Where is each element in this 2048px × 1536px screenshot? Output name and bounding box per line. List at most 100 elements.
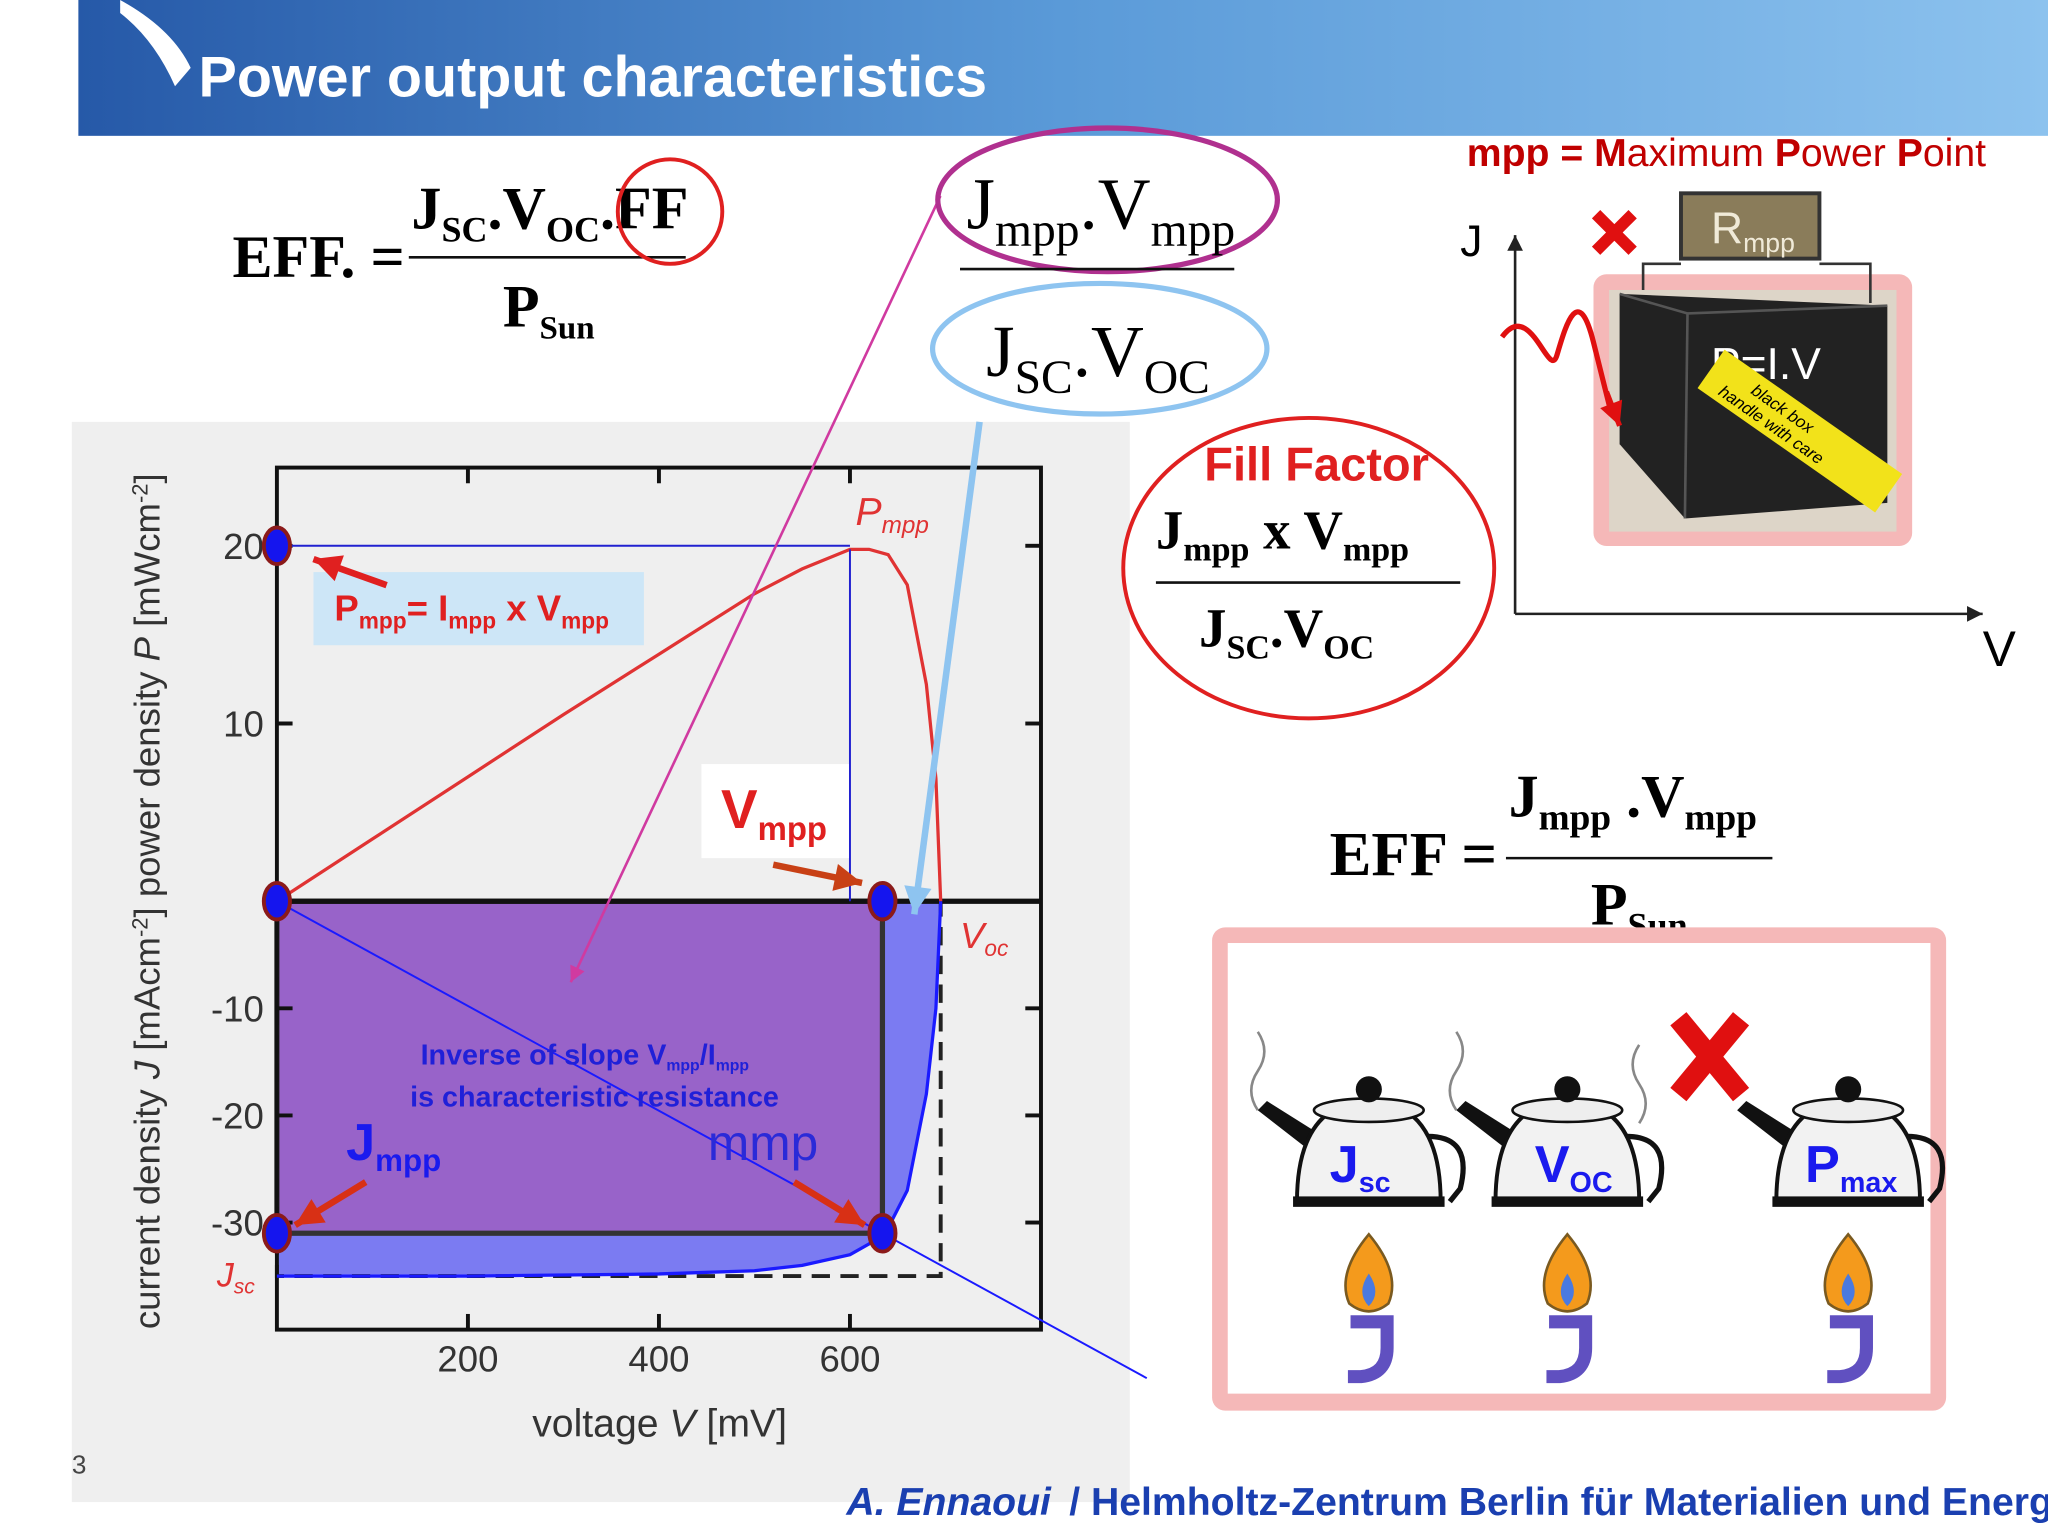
diagram-axis-head: [1967, 606, 1983, 622]
formula-denominator-sub: Sun: [540, 310, 595, 346]
kettle-base: [1772, 1196, 1924, 1207]
diagram-axis-label: V: [1983, 621, 2016, 677]
squiggle: [1499, 309, 1615, 416]
kettle-label-part: P: [1805, 1136, 1840, 1194]
kettle-label-sub: sc: [1359, 1167, 1391, 1199]
pmpp-label-part: P: [856, 491, 882, 534]
vmpp-label-sub: mpp: [758, 810, 827, 847]
wire: [1819, 262, 1872, 304]
blue-arrow: [911, 421, 983, 915]
y-axis-label: current density J [mAcm-2] power density…: [126, 473, 167, 1329]
formula-denominator: PSun: [503, 273, 595, 347]
definition-part: M: [1594, 132, 1627, 175]
mpp-marker: [867, 1212, 898, 1254]
jmpp-label: Jmpp: [346, 1114, 441, 1178]
ff-denominator-sub: OC: [1323, 629, 1374, 666]
header-bar: [78, 0, 2048, 136]
y-tick-label: 10: [223, 704, 264, 745]
red-cross: [1670, 1012, 1750, 1102]
kettle-knob: [1835, 1076, 1862, 1103]
slope-note-part: /I: [700, 1039, 716, 1071]
y-axis-label-part: current density: [126, 1079, 167, 1329]
header-swoosh: [120, 0, 191, 87]
kettle-base: [1293, 1196, 1445, 1207]
diagram-axis-head: [1507, 235, 1523, 251]
kettle-base: [1491, 1196, 1644, 1207]
pmpp-formula-sub: mpp: [561, 607, 609, 633]
ratio-numerator-sub: mpp: [995, 204, 1080, 256]
pmpp-formula-part: x V: [496, 587, 562, 628]
definition-part: aximum: [1627, 132, 1775, 175]
ratio-numerator-sub: mpp: [1151, 204, 1236, 256]
x-tick-label: 600: [819, 1338, 880, 1379]
resistor-label-part: R: [1711, 204, 1743, 253]
formula-lhs: EFF. =: [232, 223, 404, 290]
resistor: [1679, 191, 1822, 261]
definition-part: oint: [1923, 132, 1986, 175]
tape-strip: [1697, 349, 1903, 513]
slope-note-sub: mpp: [666, 1057, 699, 1074]
mpp-marker: [867, 880, 898, 922]
kettle-label-part: J: [1330, 1136, 1359, 1194]
flame-core: [1560, 1273, 1574, 1307]
pmpp-formula-part: P: [334, 587, 358, 628]
pmpp-label-sub: mpp: [882, 512, 929, 539]
slope-note: Inverse of slope Vmpp/Impp: [421, 1039, 749, 1074]
ratio-denominator: JSC.VOC: [986, 311, 1210, 404]
mpp-marker: [261, 880, 292, 922]
ratio-numerator-part: .V: [1080, 164, 1151, 245]
squiggle-arrow-head: [1600, 399, 1623, 426]
kettle-handle: [1427, 1133, 1466, 1204]
mpp-marker: [261, 525, 292, 567]
definition-part: ower: [1801, 132, 1897, 175]
x-axis-label-part: V: [669, 1403, 699, 1446]
kettle-knob: [1554, 1076, 1581, 1103]
formula-box: [313, 572, 644, 646]
y-axis-label-part: J: [126, 1060, 167, 1080]
y-axis-label-sup: -2: [127, 917, 152, 937]
red-arrow-head: [832, 863, 863, 891]
voc-label-part: V: [960, 915, 988, 956]
kettle-label: VOC: [1535, 1136, 1613, 1199]
x-tick-label: 200: [437, 1338, 498, 1379]
ff-denominator: JSC.VOC: [1199, 598, 1374, 667]
y-axis-label-part: [mAcm: [126, 937, 167, 1061]
vmpp-label-part: V: [721, 778, 758, 840]
fill-factor-outline: [1121, 416, 1497, 721]
flame-core: [1841, 1273, 1855, 1307]
ff-denominator-part: J: [1199, 598, 1226, 659]
pmpp-label: Pmpp: [856, 491, 929, 539]
formula-denominator-part: P: [503, 273, 540, 340]
kettle-label: Jsc: [1330, 1136, 1391, 1199]
red-cross: [1591, 210, 1637, 255]
steam: [1249, 1031, 1266, 1111]
ratio-numerator-part: J: [967, 164, 995, 245]
pmpp-formula-part: = I: [407, 587, 449, 628]
steam: [1448, 1031, 1465, 1111]
y-tick-label: -10: [211, 988, 264, 1029]
black-box-edge: [1683, 313, 1689, 519]
diagram-axis-label: J: [1460, 217, 1482, 266]
ff-denominator-sub: SC: [1226, 629, 1269, 666]
mmp-label: mmp: [708, 1115, 818, 1171]
x-tick-label: 400: [628, 1338, 689, 1379]
mpp-definition: mpp = Maximum Power Point: [1467, 132, 1986, 175]
y-tick-label: 20: [223, 526, 264, 567]
blue-arrow-head: [904, 885, 932, 915]
pmpp-formula-sub: mpp: [359, 607, 407, 633]
denominator-highlight: [929, 280, 1270, 417]
ratio-denominator-sub: OC: [1144, 352, 1210, 404]
title: Power output characteristics: [199, 46, 988, 110]
flame: [1542, 1232, 1592, 1313]
red-arrow-head: [295, 1199, 326, 1226]
definition-part: P: [1775, 132, 1801, 175]
footer-author: A. Ennaoui: [845, 1481, 1052, 1524]
ff-numerator-part: J: [1156, 500, 1183, 561]
page-number: 3: [72, 1449, 87, 1479]
flame: [1823, 1232, 1873, 1313]
red-arrow-head: [834, 1199, 865, 1226]
x-axis-label-part: voltage: [532, 1403, 669, 1446]
vmpp-label: Vmpp: [721, 778, 827, 847]
ff-numerator-part: x V: [1249, 500, 1342, 561]
flame-core: [1362, 1273, 1376, 1307]
